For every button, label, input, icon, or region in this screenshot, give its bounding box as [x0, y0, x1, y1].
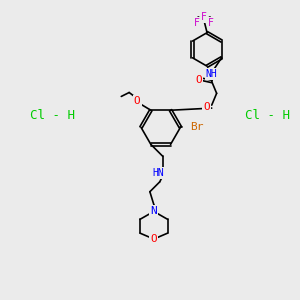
Text: HN: HN: [153, 168, 165, 178]
Text: NH: NH: [206, 69, 218, 79]
Text: O: O: [203, 102, 210, 112]
Text: Cl - H: Cl - H: [30, 109, 75, 122]
Text: Cl - H: Cl - H: [244, 109, 290, 122]
Text: O: O: [134, 96, 140, 106]
Text: Br: Br: [190, 122, 204, 132]
Text: F: F: [194, 18, 200, 28]
Text: F: F: [208, 18, 214, 28]
Text: O: O: [196, 74, 202, 85]
Text: N: N: [150, 206, 157, 216]
Text: O: O: [150, 234, 157, 244]
Text: F: F: [201, 12, 207, 22]
Text: N: N: [150, 206, 157, 216]
